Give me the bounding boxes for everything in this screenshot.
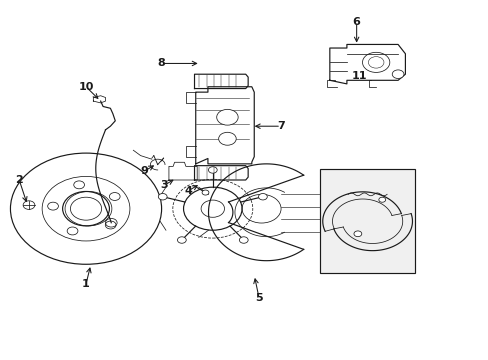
Text: 6: 6 xyxy=(352,17,360,27)
Circle shape xyxy=(391,70,403,78)
Circle shape xyxy=(177,237,186,243)
Bar xyxy=(320,169,414,273)
Circle shape xyxy=(202,190,208,195)
Text: 10: 10 xyxy=(78,82,94,92)
Circle shape xyxy=(218,132,236,145)
Text: 8: 8 xyxy=(158,58,165,68)
Text: 3: 3 xyxy=(160,180,167,190)
Circle shape xyxy=(258,193,267,200)
Text: 4: 4 xyxy=(184,186,192,196)
Circle shape xyxy=(216,109,238,125)
Text: 1: 1 xyxy=(82,279,90,289)
Text: 2: 2 xyxy=(15,175,23,185)
Text: 11: 11 xyxy=(350,71,366,81)
Text: 9: 9 xyxy=(141,166,148,176)
Circle shape xyxy=(239,237,247,243)
Circle shape xyxy=(208,167,217,173)
Circle shape xyxy=(158,193,167,200)
Circle shape xyxy=(362,52,389,72)
Circle shape xyxy=(378,197,385,202)
Circle shape xyxy=(353,231,361,237)
Text: 7: 7 xyxy=(277,121,285,131)
Text: 5: 5 xyxy=(255,293,263,303)
